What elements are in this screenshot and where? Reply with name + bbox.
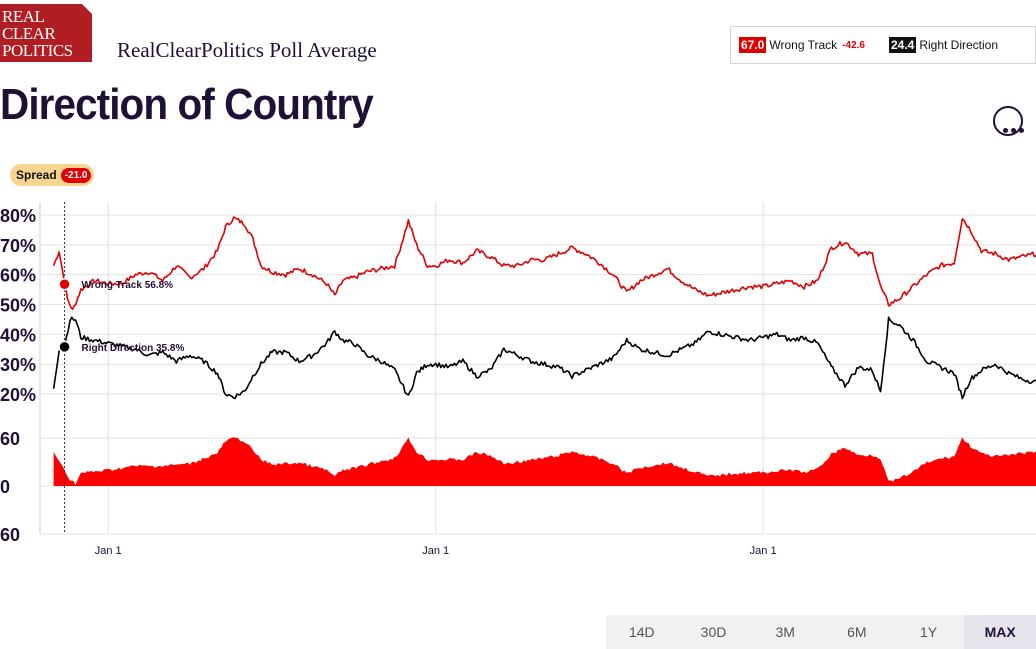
logo-line-1: REAL [2,7,45,26]
logo-line-2: CLEAR [2,24,56,43]
page-title: Direction of Country [0,80,374,129]
spread-area-layer [53,437,1036,486]
spread-label: Spread [16,168,57,182]
logo-line-3: POLITICS [2,41,73,60]
y-axis-labels: 80% 70% 60% 50% 40% 30% 20% 60 0 60 [0,206,36,545]
y-tick-label-spread: 0 [0,477,10,497]
range-button-1y[interactable]: 1Y [919,624,938,640]
right-direction-line [52,316,1036,400]
range-button-6m[interactable]: 6M [847,624,867,640]
y-tick-label: 50% [0,296,36,316]
legend-right-direction: 24.4 Right Direction [888,37,999,53]
series-lines-layer [52,216,1036,400]
more-options-button[interactable] [993,106,1024,136]
range-button-max[interactable]: MAX [964,615,1036,649]
legend-wrong-spread: -42.6 [842,39,865,51]
spread-area [53,437,1036,486]
x-tick-label: Jan 1 [750,545,777,557]
more-dot-icon [1003,128,1008,133]
x-tick-label: Jan 1 [422,545,449,557]
page-subtitle: RealClearPolitics Poll Average [117,38,377,62]
hover-point-right [58,340,71,354]
legend-right-label: Right Direction [919,38,999,52]
y-tick-label: 80% [0,206,36,226]
y-tick-label: 70% [0,236,36,256]
hover-layer: Wrong Track 56.8% Right Direction 35.8% [58,202,185,534]
y-tick-label: 30% [0,355,36,375]
y-tick-label: 40% [0,325,36,345]
spread-value: -21.0 [60,167,92,183]
hover-label-wrong: Wrong Track 56.8% [82,280,174,291]
legend-wrong-label: Wrong Track [769,38,838,52]
range-button-3m[interactable]: 3M [775,624,795,640]
legend-right-value: 24.4 [888,37,917,53]
more-dot-icon [1019,128,1024,133]
range-button-30d[interactable]: 30D [700,624,727,640]
wrong-track-line [52,216,1036,310]
hover-label-right: Right Direction 35.8% [82,343,185,354]
legend-wrong-value: 67.0 [739,37,767,53]
time-range-selector: 14D 30D 3M 6M 1Y MAX [606,615,1036,649]
logo-corner-fold [82,4,92,14]
x-axis-labels: Jan 1 Jan 1 Jan 1 [95,545,777,557]
x-tick-label: Jan 1 [95,545,122,557]
legend-summary: 67.0 Wrong Track -42.6 24.4 Right Direct… [730,26,1036,64]
y-tick-label: 60% [0,266,36,286]
y-tick-label: 20% [0,385,36,405]
hover-point-wrong [58,277,71,291]
more-dot-icon [1011,128,1016,133]
legend-wrong-track: 67.0 Wrong Track -42.6 [739,37,865,53]
spread-badge: Spread -21.0 [10,164,95,186]
y-tick-label-spread: 60 [0,429,20,449]
rcp-logo[interactable]: REAL CLEAR POLITICS [0,4,92,62]
range-button-14d[interactable]: 14D [628,624,655,640]
y-tick-label-spread: 60 [0,525,20,545]
